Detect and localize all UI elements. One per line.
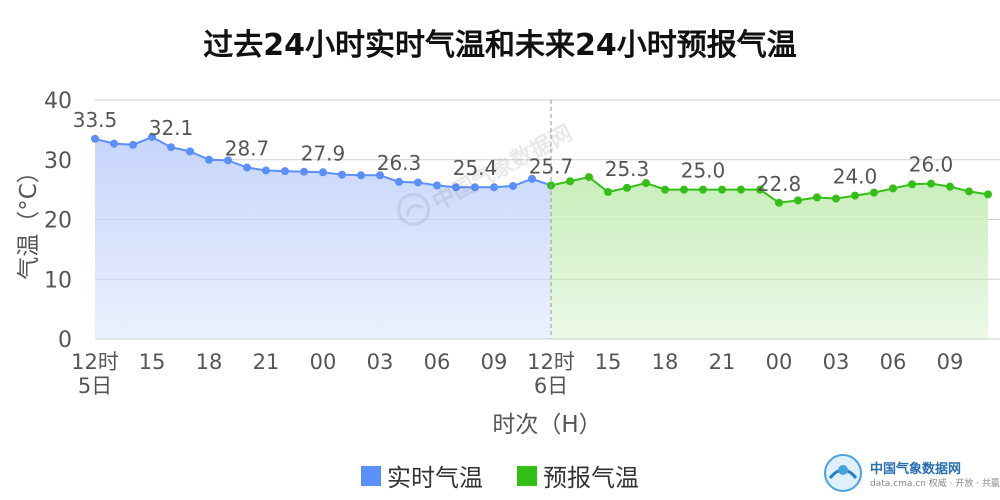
data-point [281,167,289,176]
y-tick-label: 10 [44,268,72,293]
data-point [718,185,726,194]
x-tick-label: 00 [310,350,337,374]
data-label: 27.9 [301,141,346,165]
data-point [813,193,821,202]
watermark-logo-icon [397,192,431,226]
data-point [110,139,118,148]
cma-logo-icon [824,454,862,492]
x-tick-sublabel: 6日 [534,374,568,398]
data-point [471,183,479,192]
data-point [870,188,878,197]
logo-name: 中国气象数据网 [870,462,962,477]
x-tick-label: 21 [709,350,736,374]
data-point [984,190,992,199]
data-point [262,166,270,175]
data-point [794,196,802,205]
data-point [623,183,631,192]
data-label: 25.4 [453,156,498,180]
legend-swatch-observed [361,465,381,486]
data-point [756,185,764,194]
data-point [585,173,593,182]
data-point [737,185,745,194]
x-tick-label: 18 [196,350,223,374]
data-label: 24.0 [833,165,878,189]
data-label: 26.3 [377,151,422,175]
data-point [452,183,460,192]
data-label: 33.5 [73,108,118,132]
y-tick-label: 0 [58,328,72,353]
data-point [927,179,935,188]
data-point [300,167,308,176]
data-point [319,168,327,177]
data-point [946,182,954,191]
x-tick-label: 15 [595,350,622,374]
x-tick-label: 21 [253,350,280,374]
data-label: 26.0 [909,153,954,177]
legend-item-observed[interactable]: 实时气温 [361,458,483,493]
data-point [528,174,536,183]
x-tick-label: 12时 [71,350,119,374]
data-point [604,188,612,197]
data-point [91,134,99,143]
data-label: 32.1 [149,116,194,140]
data-point [680,185,688,194]
data-point [509,182,517,191]
x-tick-label: 03 [823,350,850,374]
x-tick-label: 03 [367,350,394,374]
x-tick-label: 09 [481,350,508,374]
x-tick-sublabel: 5日 [78,374,112,398]
x-axis-title: 时次（H） [492,412,601,438]
data-label: 28.7 [225,137,270,161]
data-label: 25.3 [605,157,650,181]
data-point [433,181,441,190]
data-point [167,143,175,152]
data-point [889,184,897,193]
data-point [566,177,574,186]
data-point [851,191,859,200]
x-tick-label: 06 [424,350,451,374]
data-point [338,170,346,179]
chart-title: 过去24小时实时气温和未来24小时预报气温 [203,28,797,63]
data-point [832,194,840,203]
legend-swatch-forecast [517,465,537,486]
data-point [376,171,384,180]
legend-item-forecast[interactable]: 预报气温 [517,458,639,493]
data-point [395,177,403,186]
data-point [205,155,213,164]
series-area-forecast [551,177,988,339]
data-point [224,156,232,165]
x-tick-label: 18 [652,350,679,374]
x-tick-label: 00 [766,350,793,374]
data-point [490,183,498,192]
data-point [186,147,194,156]
legend-label-observed: 实时气温 [387,464,483,492]
logo-url: data.cma.cn 权威 · 开放 · 共赢 [870,479,1000,489]
data-point [243,163,251,172]
data-point [148,133,156,142]
x-tick-label: 06 [880,350,907,374]
y-tick-label: 20 [44,209,72,234]
cma-data-logo: 中国气象数据网 data.cma.cn 权威 · 开放 · 共赢 [822,452,1000,496]
data-label: 25.0 [681,159,726,183]
data-point [965,187,973,196]
legend: 实时气温 预报气温 [0,458,1000,493]
watermark: 中国气象数据网 [391,99,604,238]
x-tick-label: 12时 [527,350,575,374]
y-axis-title: 气温（°C） [16,160,42,280]
data-point [642,179,650,188]
y-tick-label: 30 [44,149,72,174]
data-point [129,140,137,149]
x-tick-label: 09 [937,350,964,374]
data-point [357,171,365,180]
data-point [699,185,707,194]
legend-label-forecast: 预报气温 [543,464,639,492]
data-point [775,198,783,207]
data-label: 22.8 [757,172,802,196]
x-tick-label: 15 [139,350,166,374]
data-point [414,178,422,187]
data-point [661,185,669,194]
data-point [908,180,916,189]
y-tick-label: 40 [44,89,72,114]
